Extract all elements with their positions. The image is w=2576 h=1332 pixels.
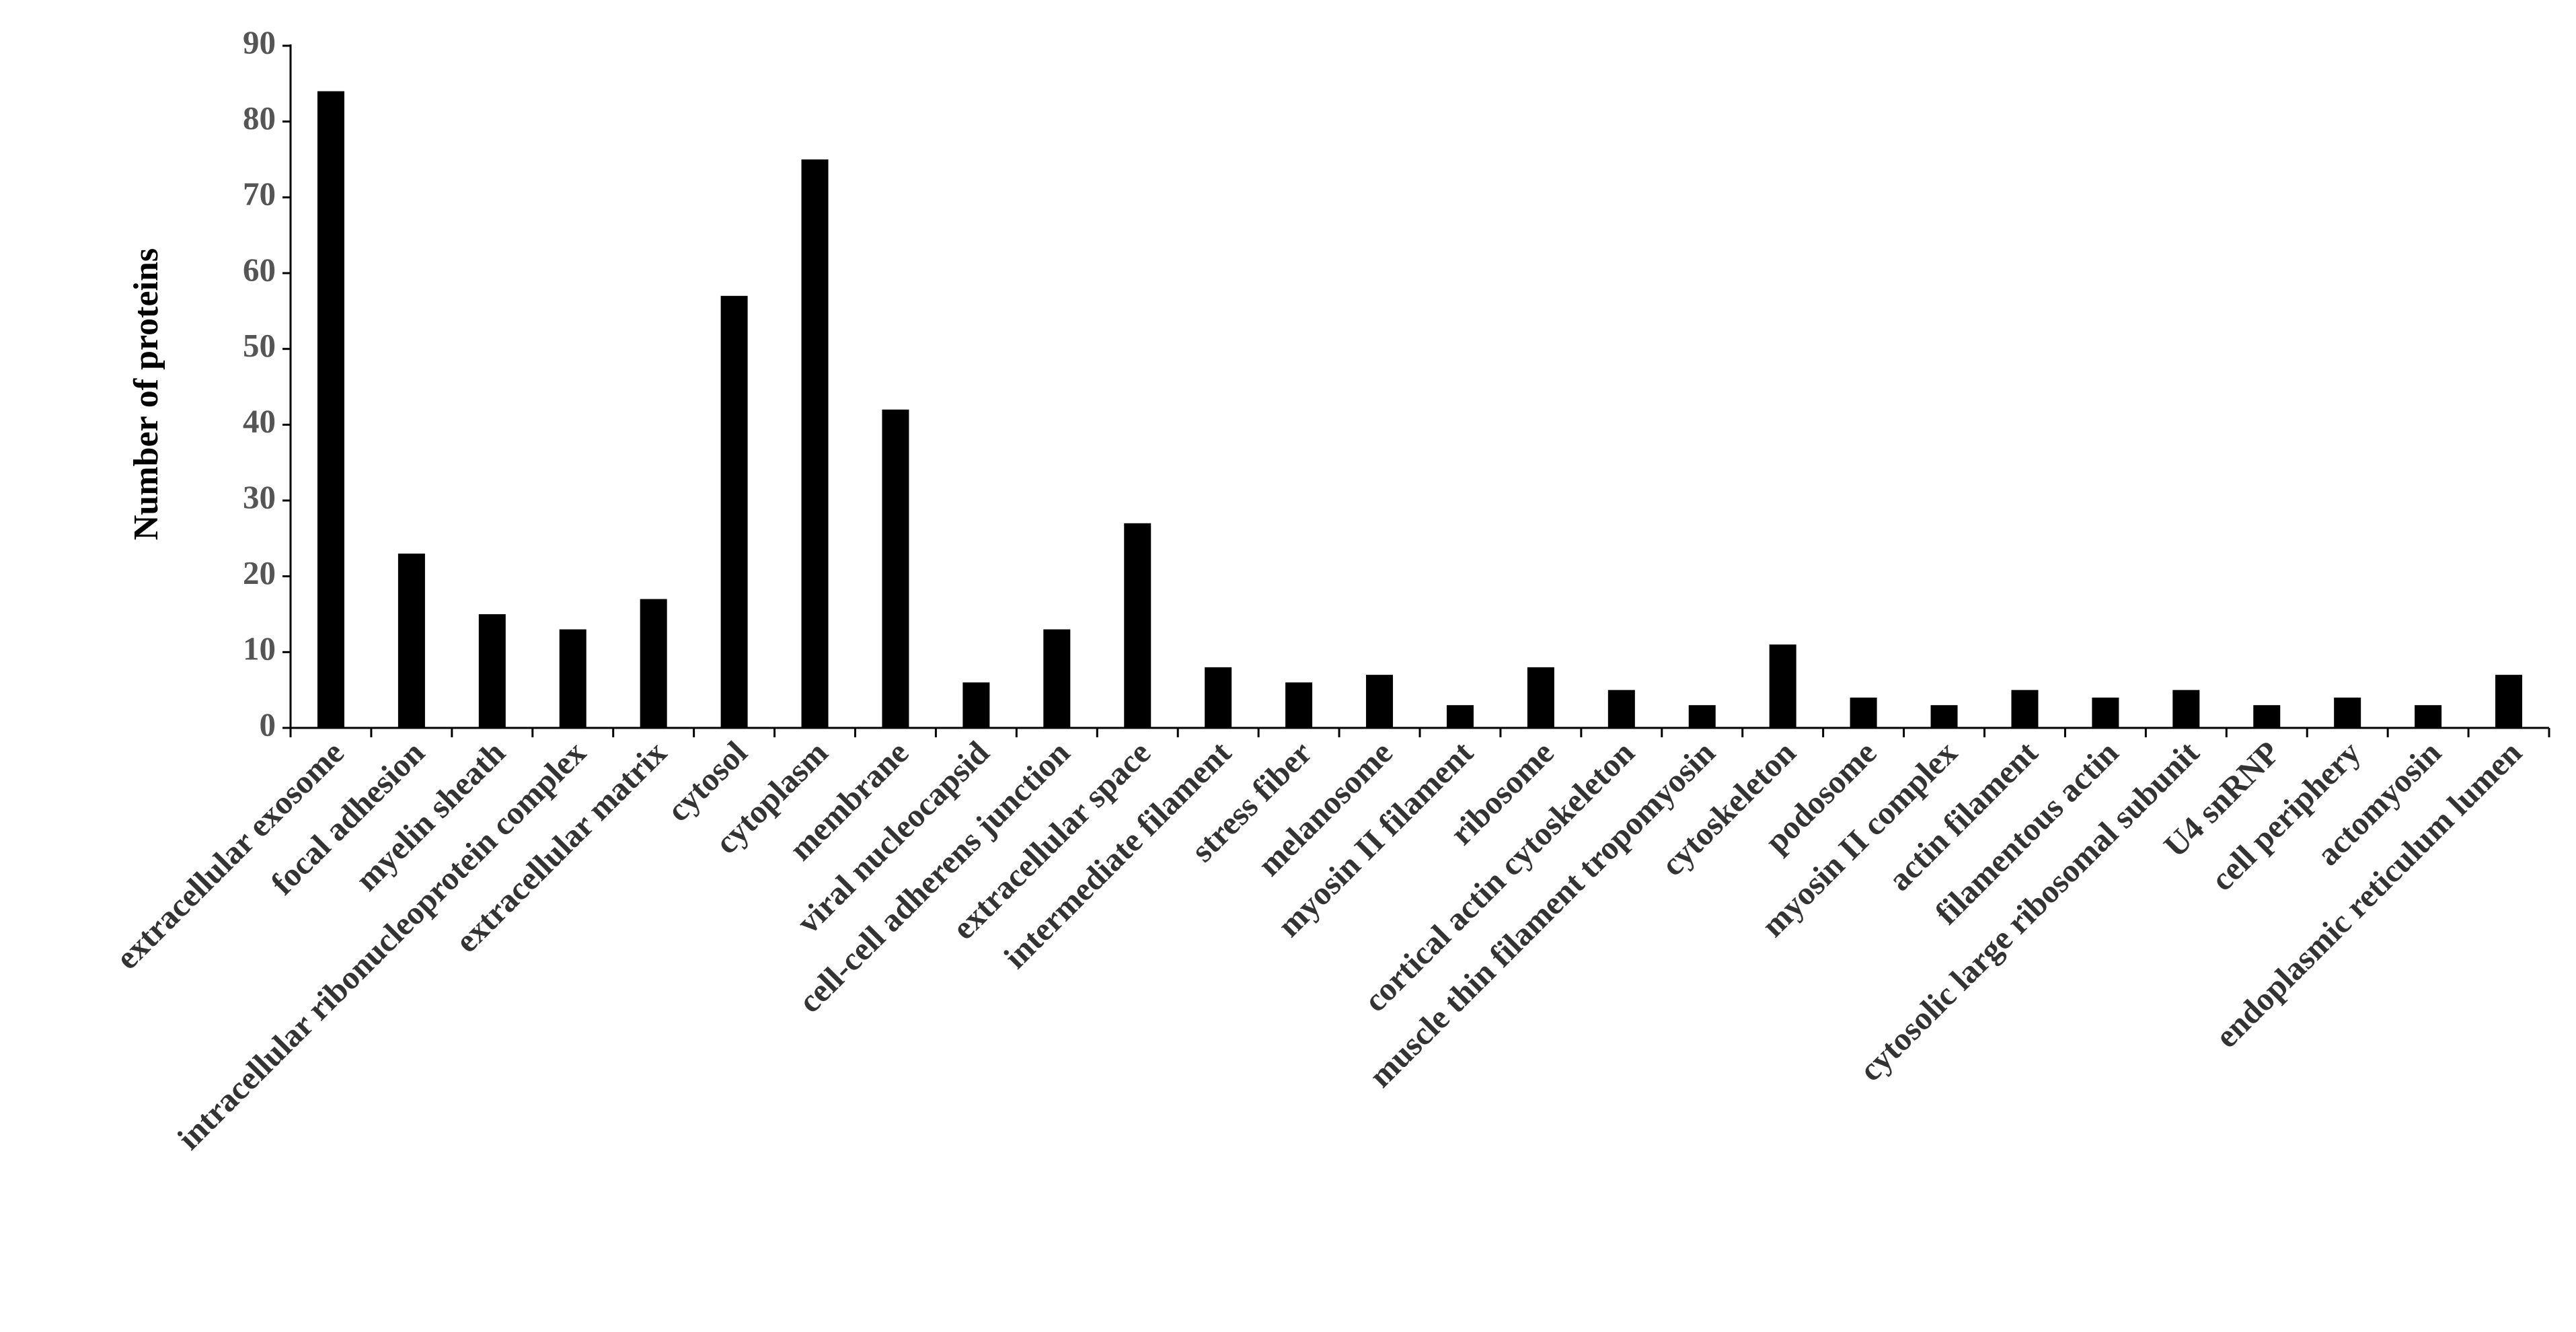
bar	[1285, 682, 1313, 728]
bar	[2415, 705, 2442, 728]
bar	[2334, 697, 2361, 728]
bar	[1769, 644, 1796, 728]
y-tick-label: 60	[243, 251, 276, 288]
bar	[1446, 705, 1474, 728]
bar	[1124, 523, 1151, 728]
bar	[2011, 690, 2039, 728]
y-tick-label: 90	[243, 24, 276, 61]
bar	[2092, 697, 2119, 728]
bar	[720, 295, 748, 728]
y-tick-label: 70	[243, 176, 276, 213]
y-axis-title: Number of proteins	[127, 248, 165, 540]
bar	[962, 682, 990, 728]
bar	[1205, 667, 1232, 728]
bar	[1930, 705, 1958, 728]
y-tick-label: 80	[243, 100, 276, 137]
bar	[1688, 705, 1716, 728]
bar	[801, 159, 829, 728]
bar	[2253, 705, 2281, 728]
y-tick-label: 50	[243, 327, 276, 364]
bar	[640, 599, 667, 728]
bar	[1850, 697, 1877, 728]
y-tick-label: 10	[243, 630, 276, 667]
bar	[559, 629, 586, 728]
y-tick-label: 40	[243, 403, 276, 440]
bar	[1366, 675, 1394, 728]
bar	[478, 614, 506, 728]
bar	[1043, 629, 1071, 728]
y-tick-label: 20	[243, 554, 276, 591]
bar	[317, 91, 344, 729]
bar	[1527, 667, 1554, 728]
bar	[397, 553, 425, 728]
bar	[2495, 675, 2523, 728]
bar	[882, 409, 909, 728]
bar	[2172, 690, 2200, 728]
y-tick-label: 30	[243, 478, 276, 515]
y-tick-label: 0	[260, 706, 276, 743]
bar	[1607, 690, 1635, 728]
